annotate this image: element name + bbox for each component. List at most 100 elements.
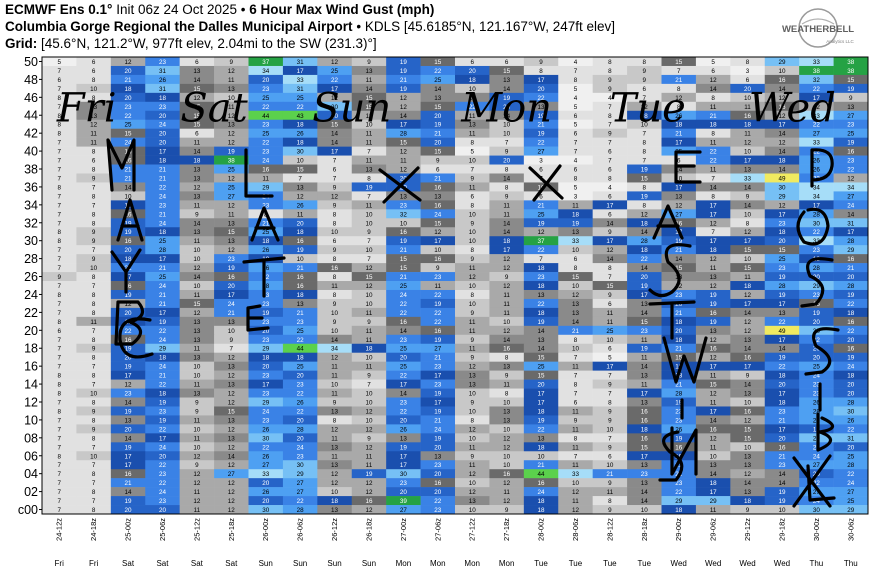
cell-value: 11 <box>194 292 201 299</box>
heatmap-cell <box>558 334 593 345</box>
heatmap-cell <box>145 101 180 112</box>
cell-value: 8 <box>92 435 96 442</box>
cell-value: 6 <box>333 238 337 245</box>
heatmap-cell <box>42 415 77 425</box>
cell-value: 12 <box>228 202 236 209</box>
cell-value: 10 <box>572 283 580 290</box>
heatmap-cell <box>420 137 456 147</box>
cell-value: 18 <box>778 373 786 380</box>
cell-value: 11 <box>366 328 373 335</box>
cell-value: 24 <box>159 444 167 451</box>
logo-subtext: Analytics LLC <box>826 39 854 44</box>
y-tick-label: 34 <box>24 198 38 212</box>
cell-value: 23 <box>847 158 855 165</box>
heatmap-cell <box>764 137 800 147</box>
cell-value: 29 <box>297 471 305 478</box>
heatmap-cell <box>489 370 525 380</box>
cell-value: 11 <box>90 319 97 326</box>
cell-value: 17 <box>778 337 786 344</box>
cell-value: 25 <box>847 453 855 460</box>
heatmap-cell <box>489 281 525 291</box>
heatmap-cell <box>179 343 215 354</box>
x-tick-label: 26-06z <box>296 518 305 541</box>
heatmap-cell <box>179 263 215 273</box>
heatmap-cell <box>489 173 525 183</box>
cell-value: 19 <box>434 408 442 415</box>
heatmap-cell <box>248 433 284 443</box>
cell-value: 25 <box>331 68 339 75</box>
cell-value: 9 <box>608 382 612 389</box>
heatmap-cell <box>799 505 834 515</box>
heatmap-cell <box>145 146 180 156</box>
heatmap-cell <box>523 146 559 156</box>
heatmap-cell <box>420 424 456 434</box>
heatmap-cell <box>558 272 593 282</box>
heatmap-cell <box>42 397 77 407</box>
cell-value: 18 <box>572 211 580 218</box>
x-day-label: Sat <box>225 559 238 568</box>
cell-value: 12 <box>228 426 236 433</box>
heatmap-cell <box>282 451 318 461</box>
cell-value: 16 <box>365 498 373 505</box>
cell-value: 7 <box>57 193 61 200</box>
heatmap-cell <box>558 254 593 264</box>
heatmap-cell <box>386 334 421 345</box>
heatmap-cell <box>317 272 353 282</box>
heatmap-cell <box>627 128 662 138</box>
heatmap-cell <box>695 146 731 156</box>
y-axis-labels: 5048464442403836343230282624222018161412… <box>18 55 42 517</box>
cell-value: 19 <box>641 346 649 353</box>
heatmap-cell <box>695 119 731 129</box>
cell-value: 20 <box>125 355 133 362</box>
cell-value: 12 <box>641 104 649 111</box>
cell-value: 38 <box>813 68 821 75</box>
cell-value: 20 <box>125 507 133 514</box>
cell-value: 15 <box>606 283 614 290</box>
heatmap-cell <box>489 74 525 85</box>
x-tick-label: 28-06z <box>571 518 580 541</box>
y-tick-label: 04 <box>24 467 38 481</box>
heatmap-cell <box>799 137 834 147</box>
cell-value: 10 <box>538 453 546 460</box>
cell-value: 21 <box>159 265 167 272</box>
cell-value: 18 <box>538 444 546 451</box>
heatmap-cell <box>42 137 77 147</box>
heatmap-cell <box>592 110 628 121</box>
heatmap-cell <box>76 263 112 273</box>
heatmap-cell <box>764 191 800 201</box>
cell-value: 11 <box>194 202 201 209</box>
cell-value: 10 <box>90 265 98 272</box>
heatmap-cell <box>145 164 180 174</box>
cell-value: 14 <box>400 328 408 335</box>
heatmap-cell <box>455 155 490 165</box>
cell-value: 7 <box>57 140 61 147</box>
heatmap-cell <box>110 361 146 371</box>
cell-value: 19 <box>675 399 683 406</box>
cell-value: 18 <box>641 220 649 227</box>
heatmap-cell <box>76 505 112 515</box>
heatmap-cell <box>317 397 353 407</box>
heatmap-cell <box>317 352 353 362</box>
cell-value: 7 <box>57 399 61 406</box>
heatmap-cell <box>248 65 284 76</box>
heatmap-cell <box>179 254 215 264</box>
cell-value: 14 <box>744 202 752 209</box>
heatmap-cell <box>455 307 490 318</box>
heatmap-cell <box>455 505 490 515</box>
heatmap-cell <box>351 128 387 138</box>
cell-value: 18 <box>125 256 133 263</box>
cell-value: 26 <box>813 167 821 174</box>
heatmap-cell <box>145 298 180 309</box>
heatmap-cell <box>420 370 456 380</box>
cell-value: 13 <box>125 417 133 424</box>
cell-value: 24 <box>813 373 821 380</box>
heatmap-cell <box>558 307 593 318</box>
cell-value: 23 <box>262 202 270 209</box>
cell-value: 16 <box>434 202 442 209</box>
heatmap-cell <box>420 298 456 309</box>
cell-value: 19 <box>434 391 442 398</box>
heatmap-cell <box>214 245 249 255</box>
heatmap-cell <box>282 505 318 515</box>
heatmap-cell <box>386 352 421 362</box>
cell-value: 11 <box>331 453 338 460</box>
